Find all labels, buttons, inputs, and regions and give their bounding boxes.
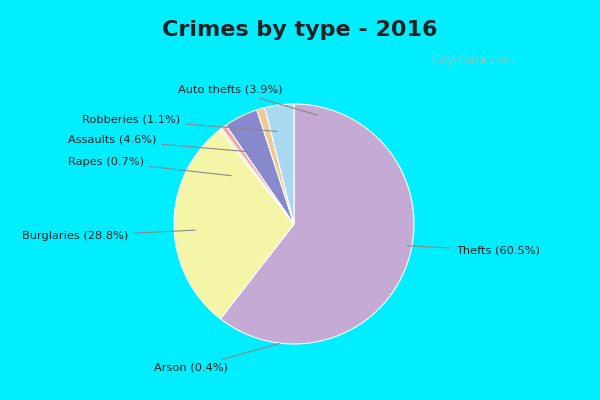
- Text: Robberies (1.1%): Robberies (1.1%): [82, 115, 277, 131]
- Text: Rapes (0.7%): Rapes (0.7%): [68, 157, 231, 176]
- Wedge shape: [257, 108, 294, 224]
- Wedge shape: [221, 125, 294, 224]
- Wedge shape: [174, 130, 294, 319]
- Text: City-Data.com: City-Data.com: [432, 54, 516, 67]
- Wedge shape: [220, 104, 414, 344]
- Wedge shape: [265, 104, 294, 224]
- Text: Crimes by type - 2016: Crimes by type - 2016: [162, 20, 438, 40]
- Text: Arson (0.4%): Arson (0.4%): [154, 344, 280, 373]
- Text: Auto thefts (3.9%): Auto thefts (3.9%): [178, 85, 318, 115]
- Wedge shape: [226, 110, 294, 224]
- Wedge shape: [219, 128, 294, 224]
- Text: Assaults (4.6%): Assaults (4.6%): [68, 135, 249, 152]
- Text: Burglaries (28.8%): Burglaries (28.8%): [22, 230, 195, 241]
- Text: Thefts (60.5%): Thefts (60.5%): [407, 245, 540, 256]
